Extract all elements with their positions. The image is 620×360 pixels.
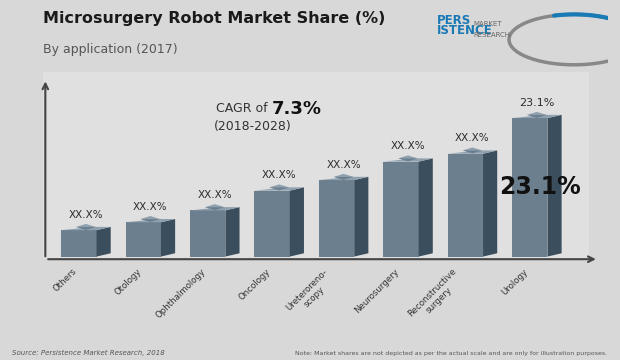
Polygon shape [354, 177, 368, 257]
Text: CAGR of: CAGR of [216, 102, 272, 116]
Polygon shape [463, 148, 482, 153]
Text: XX.X%: XX.X% [455, 133, 490, 143]
Polygon shape [319, 180, 354, 257]
Text: Source: Persistence Market Research, 2018: Source: Persistence Market Research, 201… [12, 350, 165, 356]
Text: PERS: PERS [436, 14, 471, 27]
Polygon shape [61, 230, 97, 257]
Polygon shape [383, 158, 433, 162]
Text: XX.X%: XX.X% [197, 190, 232, 200]
Polygon shape [270, 184, 289, 190]
Text: (2018-2028): (2018-2028) [214, 120, 291, 132]
Polygon shape [190, 211, 226, 257]
Polygon shape [97, 227, 111, 257]
Polygon shape [448, 154, 483, 257]
Text: 23.1%: 23.1% [519, 98, 554, 108]
Polygon shape [547, 115, 562, 257]
Polygon shape [463, 150, 482, 153]
Text: RESEARCH: RESEARCH [474, 32, 511, 37]
Text: 7.3%: 7.3% [272, 100, 322, 118]
Polygon shape [398, 158, 418, 161]
Text: XX.X%: XX.X% [69, 210, 103, 220]
Polygon shape [61, 227, 111, 230]
Polygon shape [76, 227, 95, 230]
Polygon shape [76, 224, 95, 230]
Text: MARKET: MARKET [474, 22, 502, 27]
Polygon shape [270, 187, 289, 190]
Polygon shape [334, 174, 353, 180]
Text: XX.X%: XX.X% [326, 159, 361, 170]
Polygon shape [448, 150, 497, 154]
Polygon shape [141, 216, 160, 222]
Text: 23.1%: 23.1% [499, 175, 581, 199]
Text: XX.X%: XX.X% [391, 141, 425, 151]
Polygon shape [161, 219, 175, 257]
Polygon shape [512, 118, 547, 257]
Polygon shape [254, 187, 304, 191]
Polygon shape [226, 207, 239, 257]
Polygon shape [205, 204, 224, 210]
Polygon shape [290, 187, 304, 257]
Polygon shape [383, 162, 418, 257]
Polygon shape [190, 207, 239, 211]
Polygon shape [527, 112, 547, 118]
Polygon shape [125, 219, 175, 222]
Text: By application (2017): By application (2017) [43, 43, 178, 56]
Polygon shape [141, 219, 160, 222]
Polygon shape [398, 156, 418, 161]
Text: Note: Market shares are not depicted as per the actual scale and are only for il: Note: Market shares are not depicted as … [296, 351, 608, 356]
Text: ISTENCE: ISTENCE [436, 24, 492, 37]
Polygon shape [512, 115, 562, 118]
Polygon shape [483, 150, 497, 257]
Text: XX.X%: XX.X% [133, 202, 167, 212]
Polygon shape [125, 222, 161, 257]
Polygon shape [418, 158, 433, 257]
Polygon shape [527, 115, 547, 118]
Polygon shape [334, 177, 353, 180]
Polygon shape [254, 191, 290, 257]
Polygon shape [319, 177, 368, 180]
Text: XX.X%: XX.X% [262, 170, 296, 180]
Polygon shape [205, 207, 224, 210]
Text: Microsurgery Robot Market Share (%): Microsurgery Robot Market Share (%) [43, 11, 386, 26]
